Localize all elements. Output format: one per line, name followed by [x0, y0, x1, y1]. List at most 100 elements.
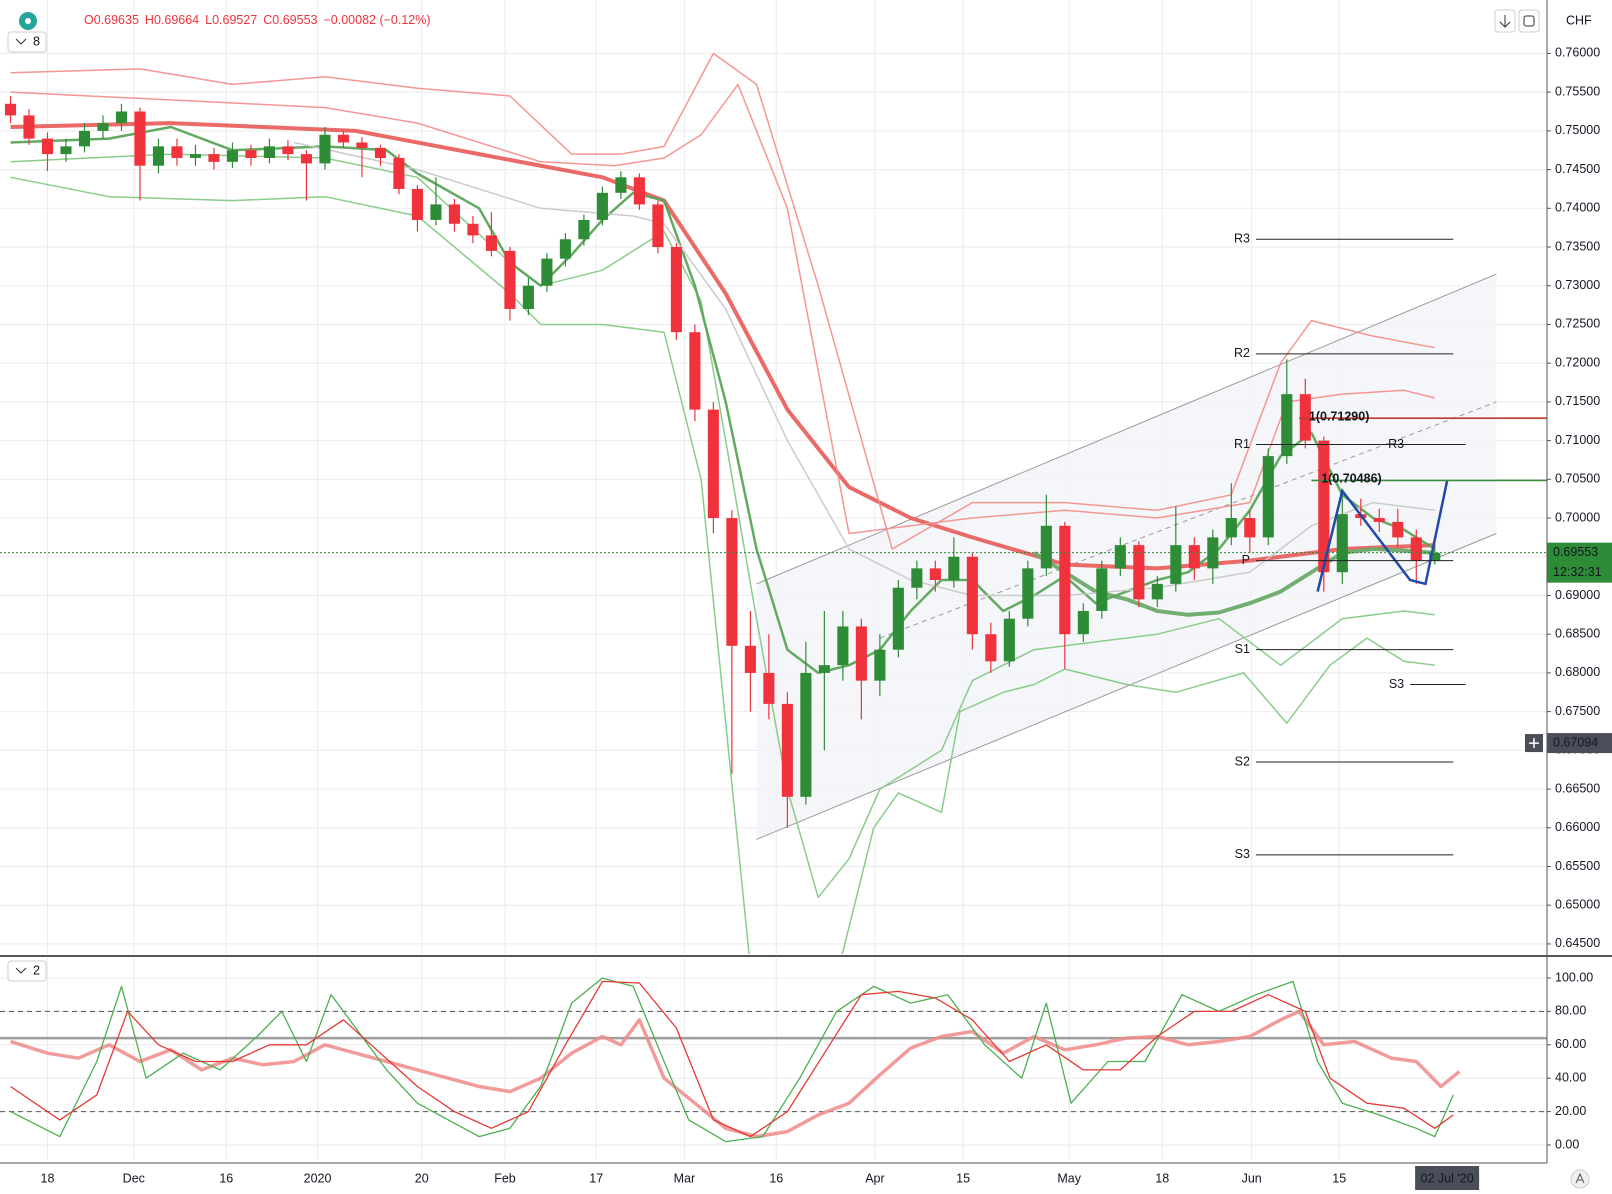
candle-body: [929, 568, 941, 580]
candle-body: [189, 154, 202, 158]
candle-body: [578, 219, 590, 240]
candle-body: [911, 568, 923, 588]
candle-body: [633, 177, 645, 205]
x-tick-label: 20: [415, 1171, 429, 1185]
indicator-line: [10, 121, 1435, 571]
candle-body: [171, 146, 183, 158]
candle-body: [356, 142, 368, 148]
x-tick-label: Jun: [1242, 1171, 1262, 1185]
candle-body: [23, 115, 35, 139]
candle-body: [1244, 518, 1256, 538]
cursor-price-label: 0.67094: [1553, 735, 1598, 749]
pivot-label: P: [1242, 553, 1250, 567]
candle-body: [1133, 545, 1145, 600]
candle-body: [744, 645, 756, 673]
candle-body: [337, 134, 349, 143]
pivot-label: S1: [1235, 642, 1250, 656]
x-tick-label: 16: [769, 1171, 783, 1185]
candle-body: [1003, 618, 1015, 662]
candle-body: [1096, 568, 1108, 611]
y-tick-label: 80.00: [1555, 1004, 1586, 1018]
y-tick-label: 0.74500: [1555, 162, 1600, 176]
indicator-toggle[interactable]: [7, 960, 47, 982]
candle-body: [670, 247, 682, 333]
candle-body: [411, 188, 423, 220]
candle-body: [818, 665, 830, 673]
candle-body: [41, 138, 54, 155]
x-tick-label: Feb: [494, 1171, 516, 1185]
y-tick-label: 0.66500: [1555, 781, 1600, 795]
candle-body: [115, 111, 128, 124]
candle-body: [1410, 537, 1422, 561]
y-tick-label: 0.66000: [1555, 820, 1600, 834]
pivot-secondary-label: R3: [1388, 437, 1404, 451]
candle-body: [800, 672, 812, 797]
y-tick-label: 0.00: [1555, 1137, 1579, 1151]
candle-body: [208, 154, 220, 162]
candle-body: [763, 672, 775, 704]
pivot-label: S3: [1235, 847, 1250, 861]
ohlc-value: −0.00082 (−0.12%): [324, 13, 431, 27]
y-tick-label: 0.65500: [1555, 859, 1600, 873]
x-tick-label: Mar: [674, 1171, 696, 1185]
cursor-time-label: 02 Jul '20: [1421, 1171, 1474, 1185]
candle-body: [300, 154, 312, 164]
y-tick-label: 60.00: [1555, 1037, 1586, 1051]
ohlc-value: O0.69635: [84, 13, 139, 27]
button-down-icon: [1499, 15, 1511, 28]
candle-body: [393, 157, 405, 189]
channel-fill: [756, 274, 1497, 840]
candle-body: [448, 204, 460, 224]
candle-body: [1059, 525, 1071, 635]
indicator-count: 8: [33, 34, 40, 48]
x-tick-label: 15: [956, 1171, 970, 1185]
y-tick-label: 0.71500: [1555, 394, 1600, 408]
indicator-toggle[interactable]: [7, 31, 47, 53]
channel-midline: [879, 401, 1497, 639]
candle-body: [689, 332, 701, 410]
x-tick-label: 15: [1332, 1171, 1346, 1185]
y-tick-label: 0.70500: [1555, 472, 1600, 486]
candle-body: [1151, 583, 1163, 600]
auto-scale-button[interactable]: [1570, 1169, 1590, 1189]
candle-body: [1170, 545, 1182, 584]
candle-body: [522, 285, 534, 309]
x-tick-label: Apr: [865, 1171, 884, 1185]
candle-body: [1373, 518, 1385, 522]
candle-body: [1077, 610, 1089, 635]
candle-body: [1336, 514, 1348, 573]
oscillator-line: [10, 977, 1454, 1143]
candle-body: [781, 703, 793, 797]
cursor-time-tag: [1415, 1166, 1480, 1190]
x-tick-label: 17: [589, 1171, 603, 1185]
candle-body: [1114, 545, 1126, 569]
y-tick-label: 0.75500: [1555, 84, 1600, 98]
last-price-label: 0.69553: [1553, 545, 1598, 559]
currency-label: CHF: [1566, 13, 1592, 27]
y-tick-label: 100.00: [1555, 970, 1593, 984]
candle-body: [1262, 456, 1274, 538]
y-tick-label: 0.73000: [1555, 278, 1600, 292]
fib-label: 1(0.70486): [1321, 472, 1381, 486]
candle-body: [1392, 521, 1404, 538]
indicator-arrow: [15, 38, 27, 45]
main-pane: R3 R2 R1 P S1 S2 S3 R3 S3 1(0.71290) 1(0.70486): [0, 0, 1547, 954]
candle-body: [97, 123, 109, 131]
button-fullscreen[interactable]: [1518, 9, 1540, 33]
indicator-count: 2: [33, 963, 40, 977]
candle-body: [948, 556, 960, 580]
candle-body: [541, 258, 553, 286]
y-tick-label: 0.68500: [1555, 626, 1600, 640]
candle-body: [596, 192, 608, 220]
x-tick-label: 18: [1155, 1171, 1169, 1185]
y-tick-label: 0.75000: [1555, 123, 1600, 137]
y-tick-label: 20.00: [1555, 1104, 1586, 1118]
candle-body: [282, 146, 294, 155]
candle-body: [504, 250, 516, 309]
candle-body: [134, 111, 146, 166]
pattern-line: [1316, 480, 1449, 592]
indicator-line: [293, 141, 1435, 597]
indicator-arrow: [15, 967, 27, 974]
